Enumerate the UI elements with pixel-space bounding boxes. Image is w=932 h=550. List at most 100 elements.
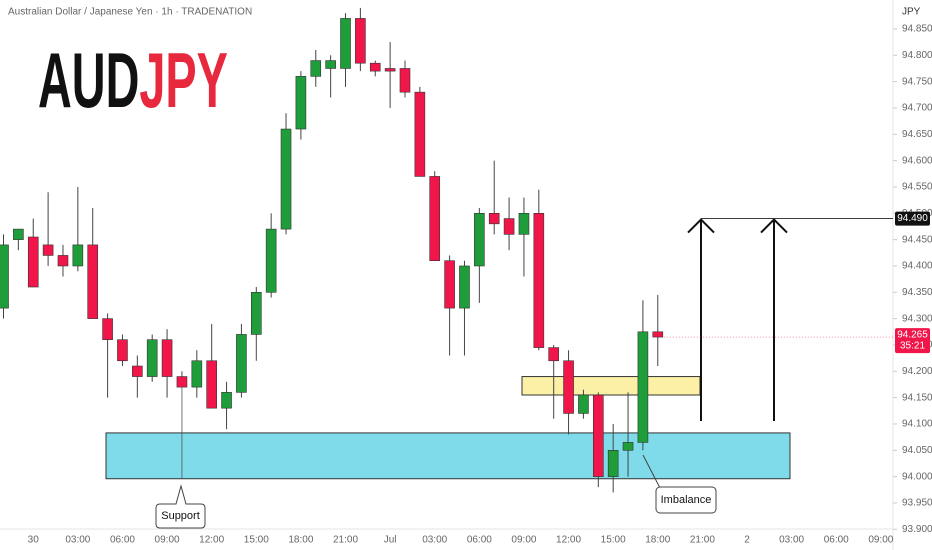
y-tick-label: 94.350 [902, 287, 932, 298]
candle-body [607, 449, 619, 477]
arrow-head [760, 218, 788, 234]
candle-body [503, 218, 515, 235]
x-tick-label: 2 [744, 535, 750, 546]
price-label-box [895, 211, 930, 226]
y-tick-label: 94.800 [902, 50, 932, 61]
x-tick-label: 18:00 [645, 535, 670, 546]
x-tick-label: 15:00 [244, 535, 269, 546]
y-tick-label: 94.050 [902, 445, 932, 456]
y-tick-label: 94.150 [902, 392, 932, 403]
candle-body [280, 128, 292, 230]
x-tick-label: 09:00 [511, 535, 536, 546]
candle-body [295, 76, 307, 130]
x-tick-label: 06:00 [824, 535, 849, 546]
candle-body [637, 331, 649, 443]
candle-body [72, 244, 84, 267]
zone [521, 376, 701, 396]
candle-body [161, 339, 173, 377]
y-tick-label: 94.100 [902, 419, 932, 430]
candle-body [414, 91, 426, 177]
currency-label: JPY [902, 7, 921, 18]
callout [155, 484, 206, 529]
arrow-head [687, 218, 715, 234]
x-tick-label: 21:00 [333, 535, 358, 546]
candle-body [444, 260, 455, 309]
price-label: 94.490 [897, 213, 928, 224]
x-tick-label: 03:00 [422, 535, 447, 546]
candle-body [325, 60, 336, 69]
zone [105, 432, 791, 480]
y-tick-label: 93.900 [902, 524, 932, 535]
y-tick-label: 94.600 [902, 155, 932, 166]
x-tick-label: 21:00 [690, 535, 715, 546]
x-tick-label: 03:00 [65, 535, 90, 546]
x-tick-label: 03:00 [779, 535, 804, 546]
candle-body [518, 213, 530, 235]
candle-body [652, 331, 664, 338]
callout-label: Support [161, 510, 200, 522]
chart-title: AUDJPY [38, 37, 228, 124]
candle-body [429, 176, 441, 262]
x-tick-label: 30 [28, 535, 40, 546]
x-tick-label: 06:00 [110, 535, 135, 546]
candle-body [191, 360, 203, 388]
y-tick-label: 94.300 [902, 313, 932, 324]
candle-body [548, 347, 559, 362]
x-tick-label: 12:00 [199, 535, 224, 546]
candle-body [355, 18, 366, 64]
y-tick-label: 93.950 [902, 498, 932, 509]
candle-body [369, 62, 381, 72]
candle-body [340, 18, 351, 69]
x-tick-label: 15:00 [601, 535, 626, 546]
candle-body [563, 360, 574, 414]
candle-body [622, 442, 634, 451]
candle-body [310, 60, 322, 77]
x-tick-label: 12:00 [556, 535, 581, 546]
candle-body [146, 339, 158, 377]
candle-body [592, 394, 604, 477]
candle-body [488, 213, 500, 225]
title-part: JPY [139, 37, 227, 124]
candle-body [533, 213, 545, 348]
candle-body [176, 376, 188, 388]
price-label-box [895, 328, 930, 354]
candle-body [27, 236, 39, 288]
callout [655, 486, 717, 514]
candle-body [474, 213, 485, 267]
callout-pointer [642, 454, 661, 489]
candle-body [221, 392, 232, 409]
candle-body [0, 244, 9, 309]
candle-body [578, 394, 589, 414]
candle-body [42, 244, 54, 256]
candle-body [57, 255, 69, 267]
y-tick-label: 94.650 [902, 129, 932, 140]
candle-body [384, 68, 396, 72]
candle-body [265, 228, 277, 293]
y-tick-label: 94.200 [902, 366, 932, 377]
candle-body [236, 334, 247, 393]
candle-body [87, 244, 99, 319]
x-tick-label: 09:00 [868, 535, 893, 546]
y-tick-label: 94.750 [902, 76, 932, 87]
candle-body [117, 339, 128, 362]
price-label: 94.265 [897, 330, 928, 341]
x-tick-label: 09:00 [155, 535, 180, 546]
y-tick-label: 94.700 [902, 103, 932, 114]
candle-body [132, 365, 143, 377]
candle-body [459, 265, 470, 309]
y-tick-label: 94.850 [902, 24, 932, 35]
candle-body [399, 68, 411, 93]
chart-subtitle: Australian Dollar / Japanese Yen · 1h · … [8, 7, 252, 18]
y-tick-label: 94.550 [902, 182, 932, 193]
candle-body [13, 228, 24, 240]
countdown: 35:21 [900, 341, 925, 352]
y-tick-label: 94.000 [902, 471, 932, 482]
title-part: AUD [38, 37, 139, 124]
candle-body [206, 360, 217, 409]
x-tick-label: 18:00 [288, 535, 313, 546]
y-tick-label: 94.450 [902, 234, 932, 245]
callout-label: Imbalance [661, 494, 712, 506]
x-tick-label: Jul [384, 535, 397, 546]
x-tick-label: 06:00 [467, 535, 492, 546]
